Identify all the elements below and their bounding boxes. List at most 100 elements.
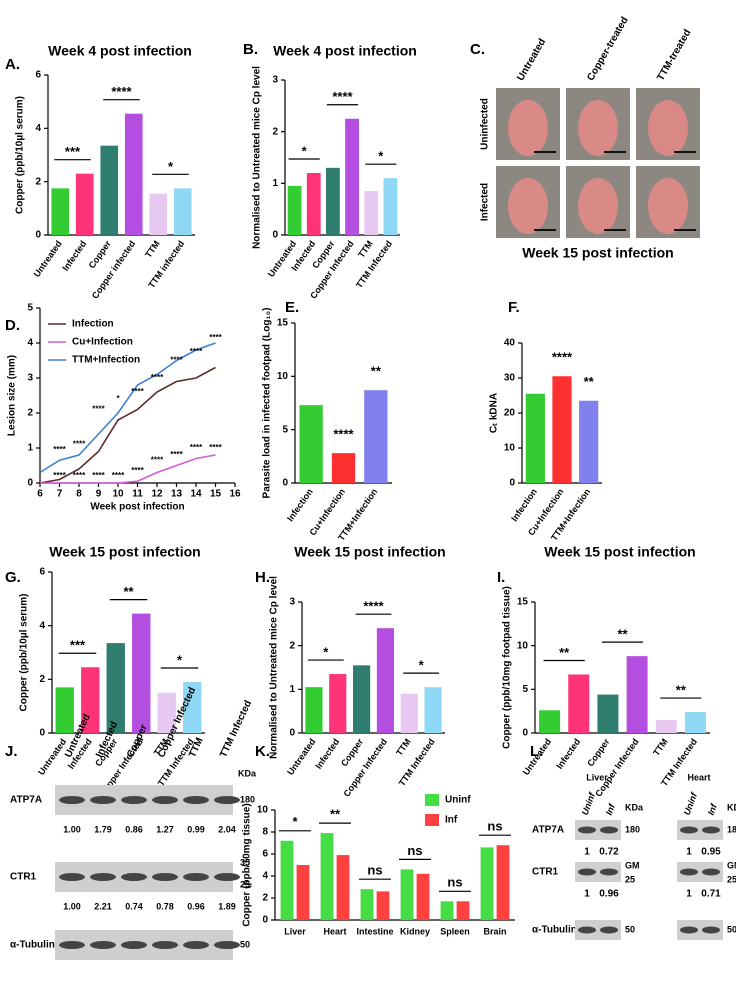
- legend-label: Infection: [72, 319, 114, 330]
- band: [121, 796, 147, 804]
- bar-label: ****: [333, 427, 354, 442]
- annotation: ****: [73, 471, 86, 480]
- x-tick-label: 7: [57, 489, 63, 500]
- ratio: 0.99: [187, 824, 205, 834]
- panel-label: G.: [5, 569, 21, 586]
- chart-title: Week 15 post infection: [294, 544, 445, 560]
- bar: [383, 178, 398, 235]
- ratio: 0.74: [125, 901, 143, 911]
- band-name: α-Tubulin: [10, 940, 55, 951]
- annotation: ****: [53, 445, 66, 454]
- y-tick-label: 3: [27, 373, 33, 384]
- x-tick-label: Copper: [87, 238, 114, 270]
- y-tick-label: 2: [289, 640, 295, 651]
- panel-label: H.: [255, 569, 270, 586]
- ratio: 2.04: [218, 824, 236, 834]
- kda-header: KDa: [625, 802, 644, 812]
- bar: [345, 118, 359, 235]
- y-tick-label: 0: [522, 728, 528, 739]
- significance-label: *: [177, 652, 183, 667]
- significance-label: *: [323, 644, 329, 659]
- bar: [440, 901, 454, 920]
- kda: 50: [625, 924, 635, 934]
- x-tick-label: Infected: [554, 737, 582, 771]
- y-tick-label: 2: [27, 408, 33, 419]
- y-tick-label: 0: [289, 728, 295, 739]
- y-axis-label: Copper (ppb/10mg footpad tissue): [502, 586, 513, 749]
- x-tick-label: Copper: [585, 736, 612, 768]
- bar: [320, 833, 334, 920]
- band: [90, 873, 116, 881]
- column-label: Untreated: [515, 37, 548, 83]
- legend-label: Inf: [445, 815, 458, 826]
- bar: [305, 687, 323, 733]
- blot: [677, 862, 723, 882]
- bar: [400, 693, 418, 733]
- y-axis-label: Copper (ppb/10µl serum): [19, 594, 30, 712]
- bar-label: ns: [407, 843, 422, 858]
- tissue-label: Liver: [586, 772, 608, 782]
- significance-label: *: [419, 658, 425, 673]
- x-tick-label: Heart: [323, 926, 346, 936]
- bar: [299, 405, 323, 483]
- y-tick-label: 30: [504, 373, 516, 384]
- significance-label: **: [123, 584, 134, 599]
- y-tick-label: 0: [509, 478, 515, 489]
- kda-header: KDa: [727, 802, 736, 812]
- significance-label: **: [676, 682, 687, 697]
- band: [214, 941, 240, 949]
- bar: [183, 682, 202, 733]
- y-tick-label: 0: [272, 230, 278, 241]
- x-tick-label: 13: [171, 489, 183, 500]
- legend-label: Uninf: [445, 795, 471, 806]
- kda-header: KDa: [238, 768, 257, 778]
- y-tick-label: 0: [27, 478, 33, 489]
- ratio: 1.89: [218, 901, 236, 911]
- panel-label: E.: [285, 299, 299, 316]
- y-axis-label: Cₜ kDNA: [489, 393, 500, 433]
- bar: [400, 869, 414, 920]
- bar: [539, 710, 561, 733]
- significance-label: ****: [332, 89, 353, 104]
- band: [600, 868, 618, 876]
- bar-label: **: [584, 374, 595, 389]
- band: [680, 826, 698, 834]
- series-line: [39, 342, 216, 474]
- bar: [336, 855, 350, 920]
- ratio: 0.96: [599, 889, 619, 900]
- bar-label: ns: [367, 863, 382, 878]
- annotation: ****: [73, 440, 86, 449]
- band: [702, 868, 720, 876]
- x-tick-label: Untreated: [266, 239, 298, 279]
- annotation: ****: [92, 405, 105, 414]
- annotation: ****: [131, 387, 144, 396]
- ratio: 1: [686, 847, 692, 858]
- y-tick-label: 8: [262, 827, 268, 838]
- significance-label: *: [378, 149, 384, 164]
- blot: [677, 920, 723, 940]
- band: [90, 796, 116, 804]
- panel-label: L.: [530, 743, 543, 760]
- band: [578, 868, 596, 876]
- x-tick-label: 6: [37, 489, 43, 500]
- panel-label: F.: [508, 299, 520, 316]
- x-tick-label: Untreated: [36, 737, 68, 777]
- chart-title: Week 4 post infection: [273, 43, 417, 59]
- bar: [568, 674, 590, 733]
- x-tick-label: 9: [96, 489, 102, 500]
- bar: [525, 393, 545, 483]
- ratio: 0.71: [701, 889, 721, 900]
- y-tick-label: 10: [257, 805, 269, 816]
- lane-label: Uninf: [682, 791, 700, 817]
- kda: 50: [240, 939, 250, 949]
- band: [680, 868, 698, 876]
- y-axis-label: Normalised to Untreated mice Cp level: [252, 66, 263, 249]
- y-axis-label: Copper (ppb/10µl serum): [15, 96, 26, 214]
- y-tick-label: 1: [27, 443, 33, 454]
- band: [702, 826, 720, 834]
- bar: [157, 692, 176, 733]
- ratio: 1: [686, 889, 692, 900]
- y-tick-label: 10: [517, 640, 529, 651]
- ratio: 0.96: [187, 901, 205, 911]
- band: [90, 941, 116, 949]
